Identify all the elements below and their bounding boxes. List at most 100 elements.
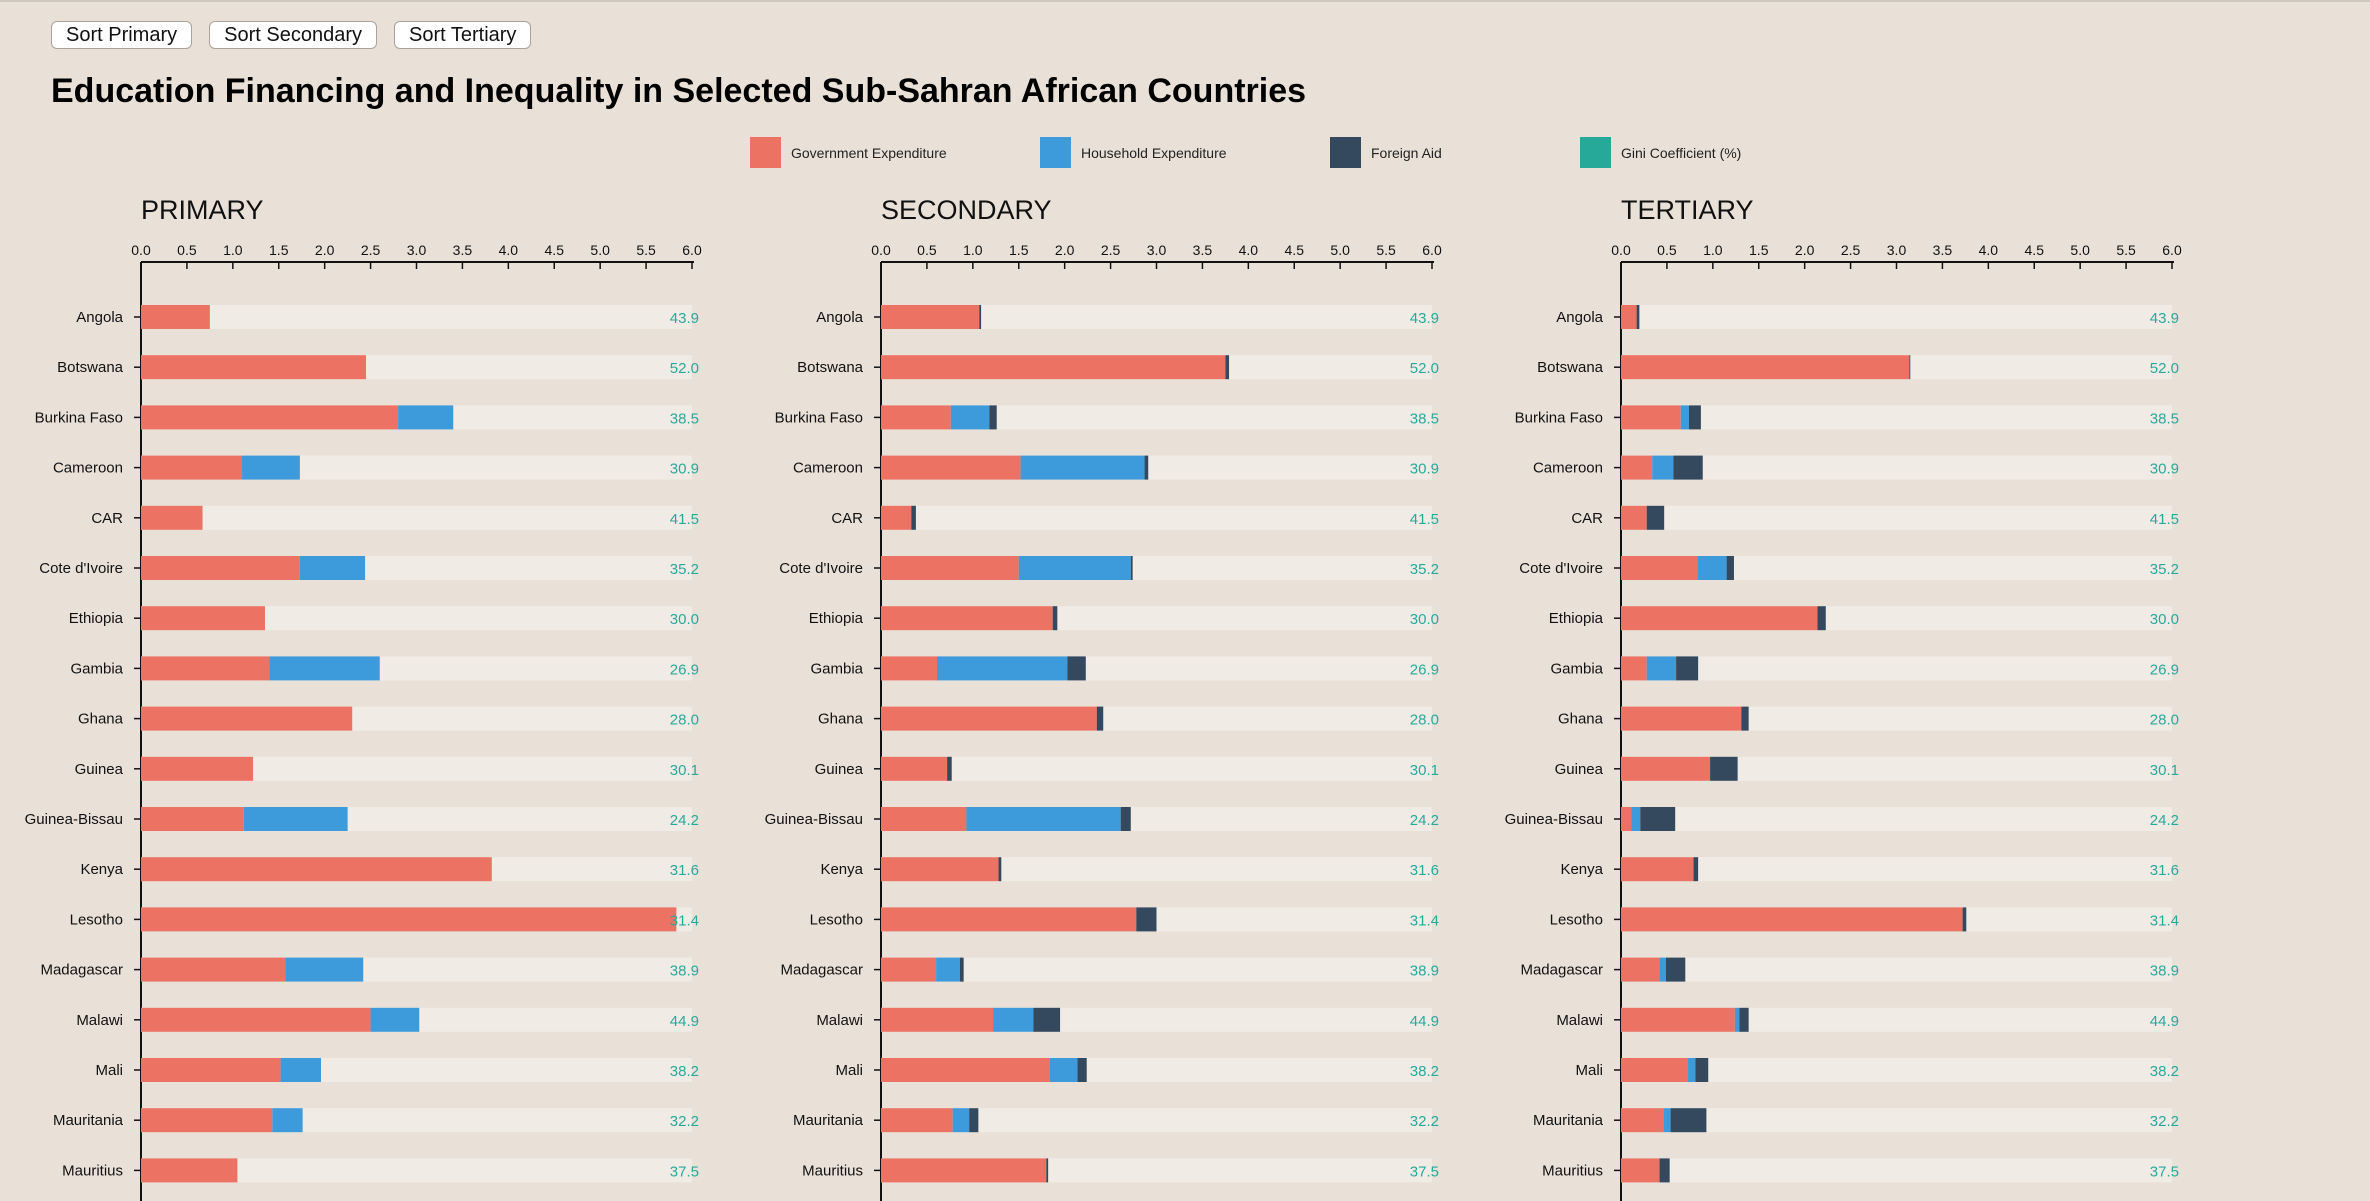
legend-swatch-government [750,137,781,168]
primary-category-label: Botswana [57,359,124,376]
tertiary-bar-government [1621,405,1681,430]
tertiary-bar-foreign-aid [1710,756,1738,781]
primary-x-tick-label: 4.0 [499,242,519,258]
primary-category-label: Cote d'Ivoire [39,560,123,577]
secondary-bar-foreign-aid [1120,807,1131,831]
secondary-gini-label: 30.1 [1410,762,1439,779]
primary-bar-household [370,1007,420,1032]
tertiary-x-tick-label: 3.5 [1933,242,1953,258]
tertiary-gini-label: 35.2 [2150,561,2179,578]
tertiary-category-label: Mauritania [1533,1112,1604,1129]
primary-gini-label: 30.1 [670,762,699,779]
primary-bar-track [141,305,692,329]
primary-gini-label: 35.2 [670,561,699,578]
tertiary-gini-label: 26.9 [2150,661,2179,678]
primary-x-tick-label: 1.5 [269,242,289,258]
primary-category-label: Malawi [76,1012,123,1029]
secondary-bar-government [881,957,937,982]
legend-label-gini: Gini Coefficient (%) [1621,144,1742,161]
secondary-bar-foreign-aid [998,857,1002,882]
tertiary-bar-foreign-aid [1962,907,1967,932]
secondary-gini-label: 28.0 [1410,712,1439,729]
primary-category-label: Ghana [78,711,124,728]
secondary-category-label: Lesotho [810,911,863,928]
primary-bar-government [141,807,244,831]
tertiary-category-label: Ethiopia [1549,610,1604,627]
secondary-gini-label: 35.2 [1410,561,1439,578]
secondary-bar-foreign-aid [1052,606,1058,631]
tertiary-bar-government [1621,606,1818,631]
secondary-bar-government [881,1007,994,1032]
secondary-bar-household [1049,1058,1078,1082]
secondary-bar-foreign-aid [959,957,964,982]
tertiary-bar-government [1621,907,1963,932]
tertiary-bar-track [1621,305,2172,329]
tertiary-category-label: Mauritius [1542,1162,1603,1179]
secondary-panel-title: SECONDARY [881,195,1052,225]
primary-category-label: Mali [95,1062,123,1079]
primary-x-tick-label: 0.5 [177,242,197,258]
secondary-gini-label: 24.2 [1410,812,1439,829]
tertiary-bar-government [1621,857,1694,882]
secondary-bar-foreign-aid [1130,556,1133,580]
primary-x-tick-label: 5.5 [636,242,656,258]
secondary-bar-track [881,957,1432,982]
tertiary-bar-household [1646,656,1677,681]
secondary-bar-government [881,756,948,781]
secondary-bar-government [881,1108,953,1133]
secondary-bar-government [881,305,980,329]
tertiary-gini-label: 30.0 [2150,611,2179,628]
sort-button-row: Sort Primary Sort Secondary Sort Tertiar… [51,21,532,49]
tertiary-bar-foreign-aid [1646,505,1665,530]
secondary-gini-label: 37.5 [1410,1163,1439,1180]
tertiary-gini-label: 43.9 [2150,310,2179,327]
primary-bar-government [141,505,203,530]
secondary-bar-government [881,706,1097,731]
secondary-x-tick-label: 1.5 [1009,242,1029,258]
secondary-bar-government [881,355,1226,380]
primary-bar-household [242,455,300,480]
primary-category-label: Angola [76,309,123,326]
secondary-x-tick-label: 4.5 [1285,242,1305,258]
primary-bar-household [285,957,364,982]
secondary-bar-household [993,1007,1034,1032]
primary-bar-household [299,556,366,580]
legend-swatch-household [1040,137,1071,168]
tertiary-bar-government [1621,807,1632,831]
secondary-bar-household [952,1108,970,1133]
tertiary-category-label: Kenya [1560,861,1603,878]
primary-x-tick-label: 2.0 [315,242,335,258]
secondary-bar-foreign-aid [1096,706,1104,731]
sort-primary-button[interactable]: Sort Primary [51,21,193,49]
sort-tertiary-button[interactable]: Sort Tertiary [393,21,532,49]
secondary-x-tick-label: 5.5 [1376,242,1396,258]
primary-gini-label: 38.2 [670,1063,699,1080]
tertiary-bar-government [1621,957,1660,982]
secondary-bar-foreign-aid [1046,1158,1049,1183]
tertiary-bar-foreign-aid [1726,556,1734,580]
secondary-bar-household [937,656,1068,681]
primary-gini-label: 32.2 [670,1113,699,1130]
tertiary-bar-household [1697,556,1727,580]
tertiary-x-tick-label: 5.0 [2070,242,2090,258]
primary-x-tick-label: 1.0 [223,242,243,258]
primary-gini-label: 38.5 [670,410,699,427]
secondary-bar-foreign-aid [1144,455,1149,480]
secondary-x-tick-label: 1.0 [963,242,983,258]
primary-bar-government [141,1007,371,1032]
tertiary-category-label: Burkina Faso [1515,409,1603,426]
top-border [0,0,2370,2]
sort-secondary-button[interactable]: Sort Secondary [209,21,377,49]
secondary-bar-foreign-aid [911,505,916,530]
tertiary-bar-government [1621,556,1698,580]
tertiary-bar-household [1688,1058,1696,1082]
secondary-bar-government [881,857,999,882]
tertiary-bar-foreign-aid [1659,1158,1670,1183]
secondary-bar-foreign-aid [1033,1007,1061,1032]
tertiary-bar-household [1734,1007,1740,1032]
primary-category-label: Mauritius [62,1162,123,1179]
legend-swatch-gini [1580,137,1611,168]
legend: Government Expenditure Household Expendi… [0,137,2370,171]
secondary-category-label: Madagascar [780,962,863,979]
